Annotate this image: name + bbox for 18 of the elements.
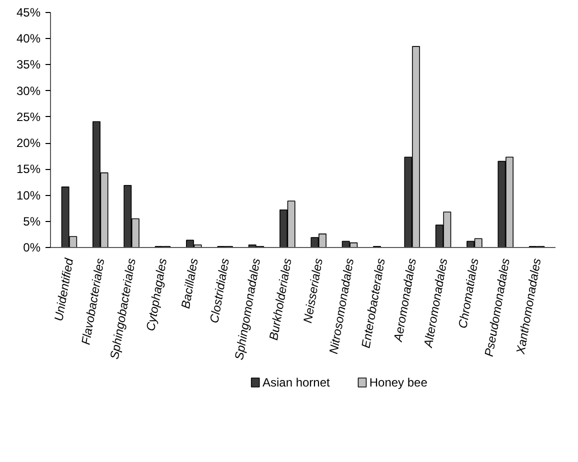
y-tick-label: 45%	[16, 6, 41, 20]
x-tick-label: Bacillales	[178, 257, 201, 310]
y-tick-label: 30%	[16, 84, 41, 98]
legend-label: Honey bee	[369, 376, 428, 390]
y-tick-label: 35%	[16, 58, 41, 72]
y-tick-label: 10%	[16, 188, 41, 202]
y-tick-label: 20%	[16, 136, 41, 150]
y-tick-label: 15%	[16, 162, 41, 176]
x-tick-label: Clostridiales	[207, 257, 232, 324]
legend-label: Asian hornet	[262, 376, 331, 390]
y-tick-label: 40%	[16, 32, 41, 46]
x-tick-label: Chromatiales	[456, 257, 482, 330]
y-tick-label: 5%	[23, 214, 41, 228]
x-tick-label: Unidentified	[52, 256, 76, 322]
y-tick-label: 0%	[23, 240, 41, 254]
x-tick-label: Neisseriales	[300, 257, 326, 324]
y-tick-label: 25%	[16, 110, 41, 124]
x-tick-label: Cytophagales	[143, 257, 170, 332]
